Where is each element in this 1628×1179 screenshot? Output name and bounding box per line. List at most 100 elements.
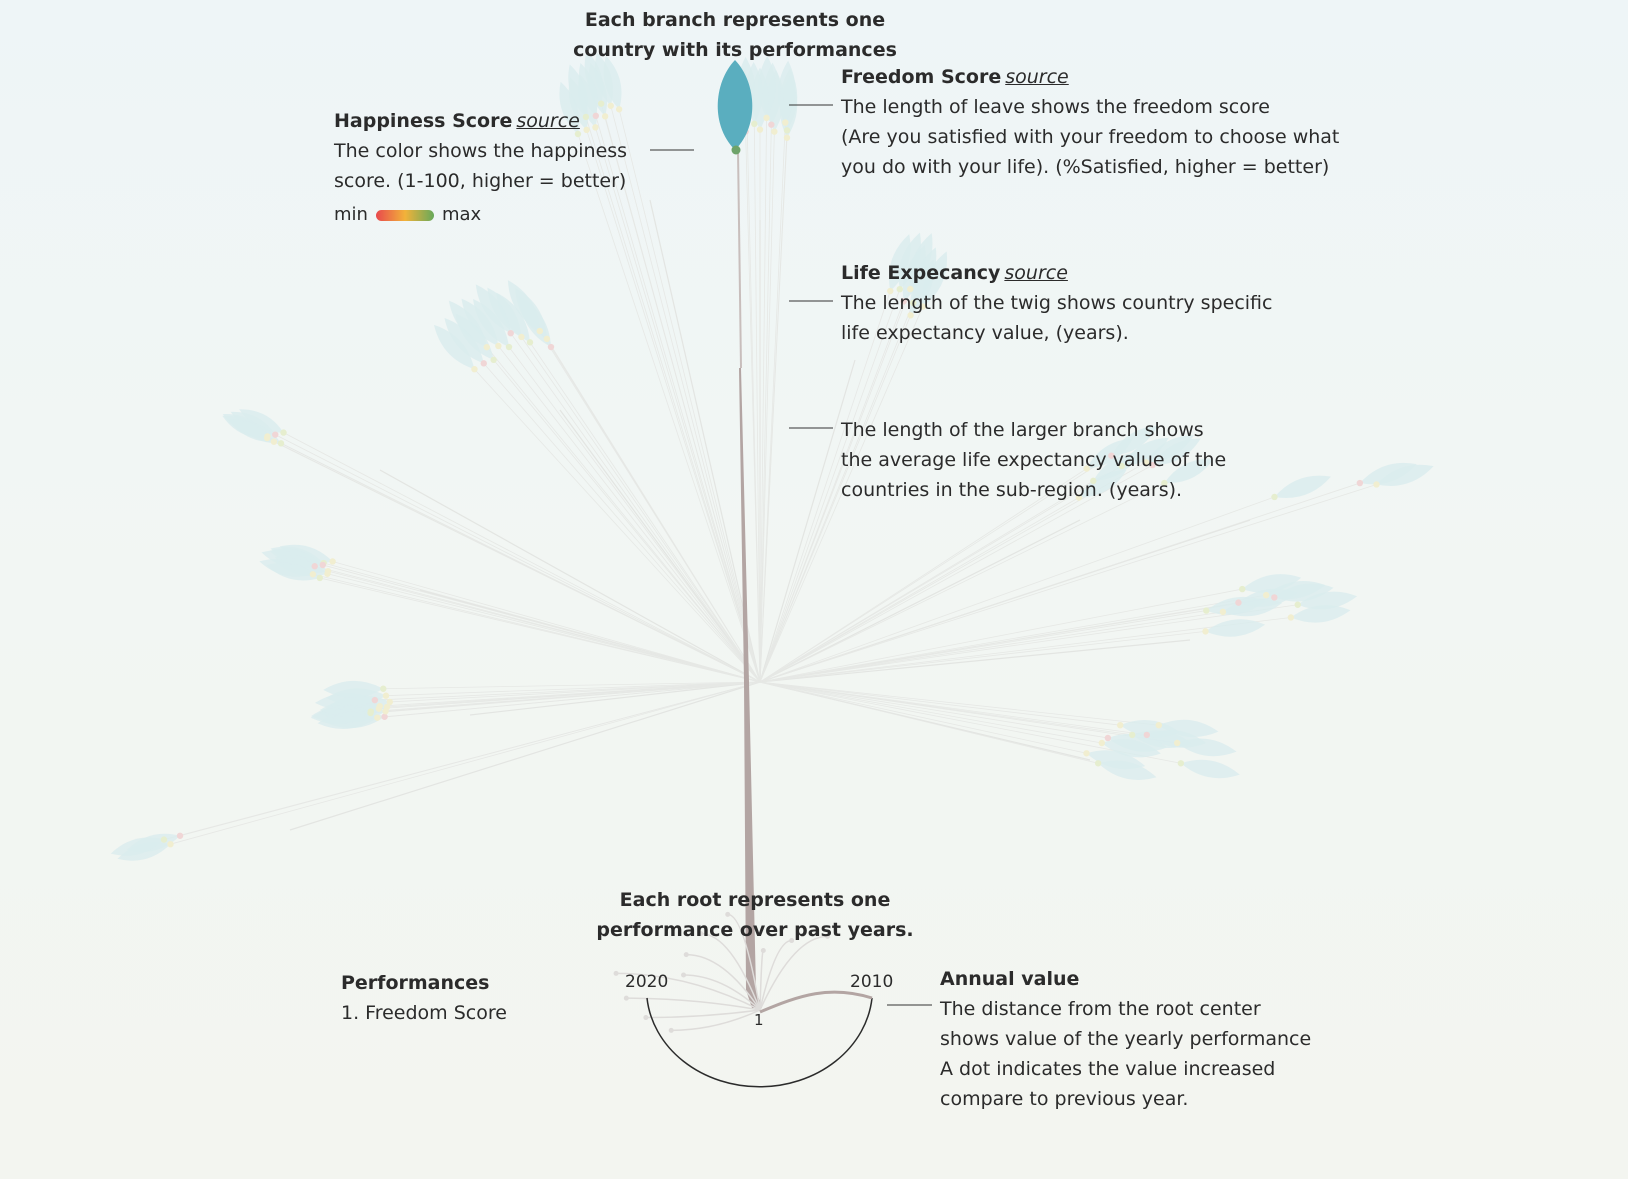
country-leaf [1180, 759, 1240, 779]
twig-line [377, 681, 761, 719]
year-right-label: 2010 [850, 972, 894, 992]
freedom-annotation: Freedom Score source The length of leave … [841, 66, 1340, 178]
twig-line [745, 131, 761, 683]
twig-line [322, 564, 761, 683]
twig-line [759, 611, 1223, 683]
twig-line [759, 630, 1206, 683]
happiness-color-scale [375, 209, 434, 221]
twig-line [759, 604, 1298, 683]
country-dot [382, 708, 389, 715]
country-dot [783, 134, 791, 141]
country-leaf [910, 259, 934, 316]
country-dot [495, 342, 502, 350]
country-leaf [323, 680, 384, 698]
twigs-layer [163, 103, 1377, 845]
country-leaf [1290, 605, 1351, 623]
country-dot [543, 335, 551, 343]
root-dot [789, 938, 795, 944]
country-leaf [1164, 458, 1214, 484]
country-leaf [507, 280, 540, 332]
country-dot [1219, 608, 1227, 616]
country-dot [783, 127, 791, 134]
country-leaf [475, 284, 511, 334]
twig-line [759, 496, 1275, 683]
root-line [759, 935, 828, 1011]
twig-line [379, 681, 761, 707]
country-dot [386, 698, 393, 706]
twig-line [759, 497, 1080, 683]
twig-line [759, 681, 1108, 739]
country-leaf [578, 74, 598, 128]
twig-line [759, 482, 1165, 683]
happiness-annotation: Happiness Score source The color shows th… [334, 106, 664, 230]
country-dot [582, 113, 590, 121]
root-line [700, 932, 761, 1011]
country-dot [1129, 731, 1136, 739]
twig-line [759, 588, 1243, 683]
country-dot [607, 102, 614, 109]
country-dot [1161, 479, 1168, 487]
country-leaf [269, 548, 323, 567]
branch-line [379, 469, 761, 683]
freedom-root [759, 990, 873, 1014]
twig-line [595, 127, 761, 683]
root-dot [760, 948, 766, 954]
root-title: Each root represents one performance ove… [596, 889, 914, 941]
country-dot [272, 431, 279, 438]
country-dot [374, 714, 381, 721]
country-dot [1117, 721, 1124, 729]
performances-annotation: Performances 1. Freedom Score [341, 968, 571, 1028]
twig-line [267, 436, 761, 683]
highlight-leaf-dot [731, 145, 741, 155]
country-dot [1239, 585, 1246, 593]
twig-line [163, 681, 761, 840]
country-leaf [1205, 619, 1266, 637]
twig-line [539, 330, 761, 683]
twig-line [759, 681, 1147, 736]
country-dot [507, 329, 514, 337]
country-dot [483, 343, 490, 351]
country-dot [536, 327, 543, 335]
country-dot [480, 360, 487, 367]
freedom-title: Freedom Score [841, 66, 1002, 88]
root-dot [643, 1015, 649, 1021]
country-dot [1108, 452, 1115, 459]
root-dot [698, 931, 704, 937]
life-expectancy-source-link[interactable]: source [1004, 262, 1068, 284]
root-dot [725, 911, 731, 917]
country-leaf [1121, 437, 1169, 466]
country-dot [324, 567, 332, 575]
root-dot [681, 972, 687, 978]
twig-line [759, 289, 901, 683]
life-expectancy-title: Life Expecancy [841, 262, 1001, 284]
country-dot [526, 339, 534, 346]
twig-line [759, 455, 1112, 683]
country-leaf [461, 298, 499, 346]
twig-line [585, 116, 761, 683]
country-dot [505, 343, 513, 351]
branch-line [469, 681, 761, 716]
twig-line [759, 124, 772, 683]
country-dot [160, 836, 168, 843]
country-dot [601, 113, 609, 120]
year-left-label: 2020 [625, 972, 669, 992]
twig-line [332, 561, 761, 683]
country-leaf [1152, 438, 1201, 466]
root-line [671, 1009, 761, 1032]
twig-line [759, 681, 1159, 726]
freedom-source-link[interactable]: source [1005, 66, 1069, 88]
twig-line [383, 681, 761, 690]
twig-line [759, 484, 1377, 683]
country-dot [311, 563, 318, 570]
country-dot [771, 128, 778, 135]
root-dot [683, 952, 689, 958]
country-dot [1262, 591, 1270, 599]
happiness-source-link[interactable]: source [516, 110, 580, 132]
twig-line [759, 131, 775, 683]
twig-line [759, 468, 1087, 683]
twig-line [759, 306, 924, 683]
twig-line [610, 105, 761, 683]
country-dot [1090, 477, 1097, 485]
performance-item: 1. Freedom Score [341, 1002, 507, 1024]
annual-value-title: Annual value [940, 968, 1080, 990]
